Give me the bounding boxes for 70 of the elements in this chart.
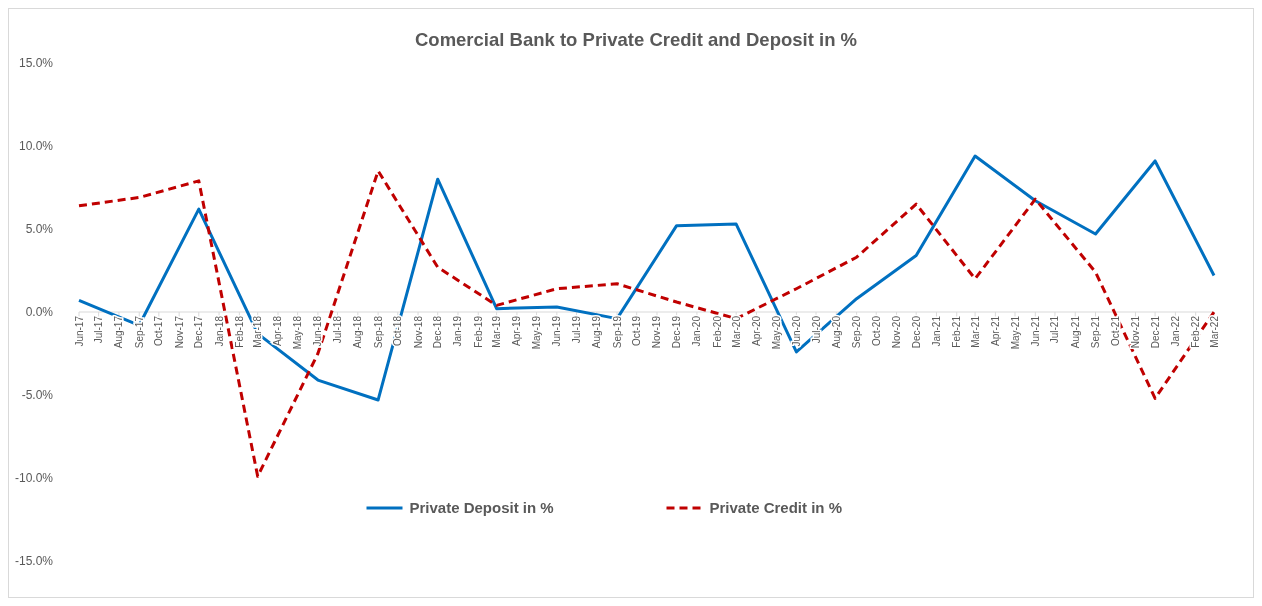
x-tick-label: Jul-20 xyxy=(810,315,822,344)
x-tick-label: Feb-18 xyxy=(233,315,245,348)
x-tick-label: Mar-19 xyxy=(491,315,503,348)
x-tick-label: Sep-19 xyxy=(611,315,623,349)
x-tick-label: Nov-17 xyxy=(173,315,185,349)
x-tick-label: Jun-18 xyxy=(312,315,324,347)
x-tick-label: Sep-21 xyxy=(1090,315,1102,349)
x-tick-label: Oct-21 xyxy=(1109,315,1121,347)
x-tick-label: Mar-20 xyxy=(730,315,742,348)
x-tick-label: Apr-21 xyxy=(989,315,1001,347)
x-tick-label: May-21 xyxy=(1009,315,1021,350)
y-tick-label: 10.0% xyxy=(18,139,54,154)
x-tick-label: Jan-20 xyxy=(691,315,703,347)
chart-title: Comercial Bank to Private Credit and Deposit in % xyxy=(414,29,858,50)
x-tick-label: May-20 xyxy=(770,315,782,350)
x-tick-label: Feb-20 xyxy=(711,315,723,348)
x-tick-label: Feb-19 xyxy=(472,315,484,348)
x-tick-label: Dec-20 xyxy=(910,315,922,349)
x-tick-label: Nov-21 xyxy=(1129,315,1141,349)
x-tick-label: Jun-19 xyxy=(551,315,563,347)
x-tick-label: Apr-20 xyxy=(750,315,762,347)
x-tick-label: Mar-22 xyxy=(1208,315,1220,348)
x-tick-label: Sep-20 xyxy=(851,315,863,349)
x-tick-label: Jan-18 xyxy=(213,315,225,347)
x-tick-label: Oct-19 xyxy=(631,315,643,347)
x-tick-label: Nov-20 xyxy=(891,315,903,349)
x-tick-label: Nov-19 xyxy=(651,315,663,349)
x-tick-label: Apr-18 xyxy=(272,315,284,347)
y-tick-label: -5.0% xyxy=(21,388,54,403)
x-tick-label: Aug-17 xyxy=(113,315,125,349)
y-tick-label: -10.0% xyxy=(14,471,54,486)
legend-label: Private Credit in % xyxy=(709,499,843,517)
x-tick-label: Dec-17 xyxy=(193,315,205,349)
y-tick-label: 5.0% xyxy=(25,222,54,237)
x-tick-label: Mar-21 xyxy=(969,315,981,348)
x-tick-label: Dec-21 xyxy=(1149,315,1161,349)
x-tick-label: Nov-18 xyxy=(412,315,424,349)
line-series xyxy=(77,169,1216,478)
x-tick-label: Aug-21 xyxy=(1069,315,1081,349)
x-tick-label: Sep-17 xyxy=(133,315,145,349)
x-tick-label: Jul-17 xyxy=(93,315,105,344)
x-tick-label: Sep-18 xyxy=(372,315,384,349)
y-tick-label: -15.0% xyxy=(14,554,54,569)
x-tick-label: Oct-20 xyxy=(870,315,882,347)
x-tick-label: Jul-21 xyxy=(1049,315,1061,344)
x-tick-label: Jan-21 xyxy=(930,315,942,347)
x-tick-label: Oct-17 xyxy=(153,315,165,347)
x-tick-label: May-19 xyxy=(531,315,543,350)
x-tick-label: Feb-22 xyxy=(1190,315,1202,348)
x-tick-label: Oct-18 xyxy=(392,315,404,347)
x-tick-label: Feb-21 xyxy=(951,315,963,348)
x-tick-label: Dec-18 xyxy=(432,315,444,349)
x-tick-label: Dec-19 xyxy=(671,315,683,349)
legend-label: Private Deposit in % xyxy=(409,499,554,517)
y-tick-label: 0.0% xyxy=(25,305,54,320)
y-tick-label: 15.0% xyxy=(18,56,54,71)
line-series xyxy=(77,154,1216,402)
x-tick-label: Jul-18 xyxy=(332,315,344,344)
x-tick-label: Jan-22 xyxy=(1169,315,1181,347)
x-tick-label: Jul-19 xyxy=(570,315,582,344)
x-tick-label: Jun-17 xyxy=(73,315,85,347)
x-tick-label: Aug-19 xyxy=(591,315,603,349)
x-tick-label: Jan-19 xyxy=(452,315,464,347)
x-tick-label: Jun-20 xyxy=(790,315,802,347)
x-tick-label: Jun-21 xyxy=(1029,315,1041,347)
x-tick-label: May-18 xyxy=(292,315,304,350)
x-tick-label: Aug-20 xyxy=(830,315,842,349)
x-tick-label: Mar-18 xyxy=(252,315,264,348)
x-tick-label: Aug-18 xyxy=(352,315,364,349)
x-tick-label: Apr-19 xyxy=(511,315,523,347)
